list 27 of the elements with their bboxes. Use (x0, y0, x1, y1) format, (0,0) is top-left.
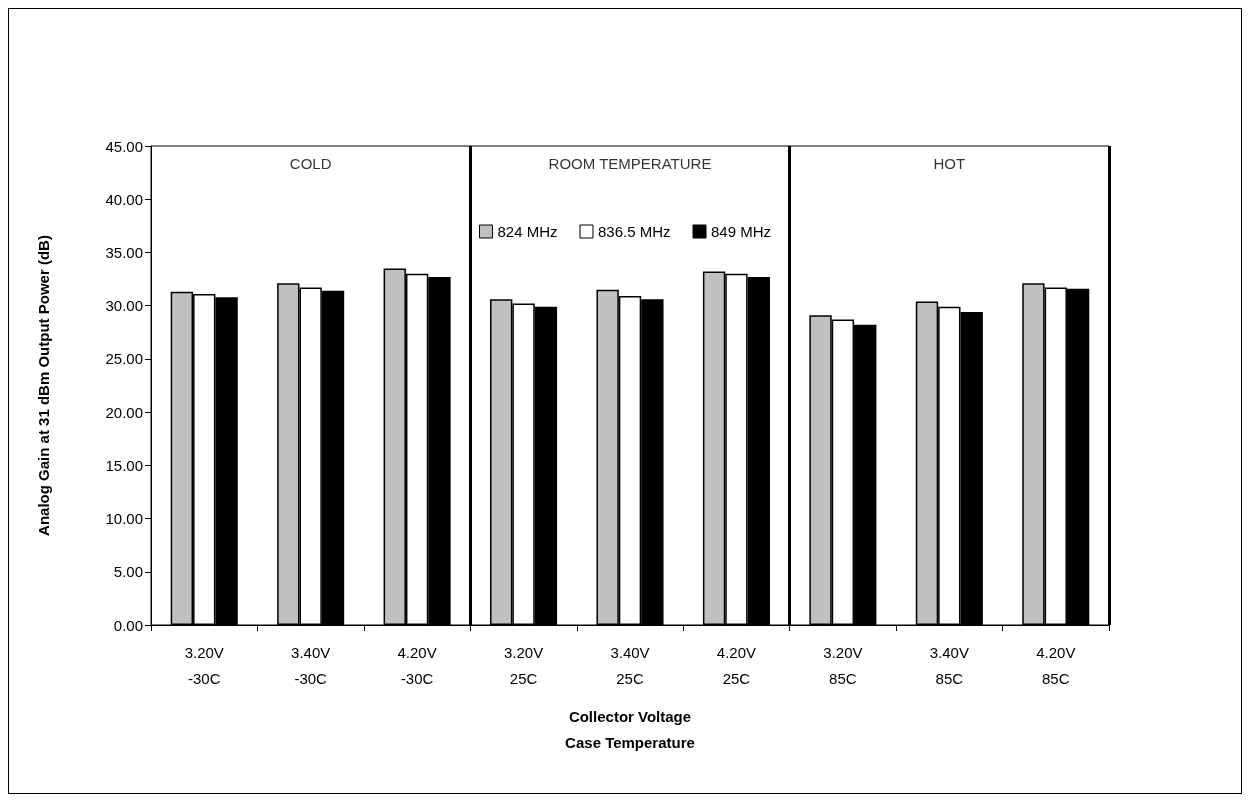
y-tick-label: 30.00 (105, 297, 143, 315)
annotation: ROOM TEMPERATURE (548, 155, 712, 172)
y-tick-label: 10.00 (105, 510, 143, 528)
y-tick-label: 35.00 (105, 243, 143, 261)
legend-label: 849 MHz (711, 223, 772, 240)
annotation: COLD (289, 155, 332, 172)
y-tick-label: 20.00 (105, 403, 143, 421)
legend-label: 824 MHz (497, 223, 558, 240)
y-tick-label: 45.00 (105, 137, 143, 155)
y-tick-label: 0.00 (113, 616, 143, 634)
y-tick-label: 25.00 (105, 350, 143, 368)
x-tick-label: 3.20V 85C (823, 643, 863, 687)
y-tick-label: 40.00 (105, 190, 143, 208)
x-tick-label: 3.20V 25C (503, 643, 544, 687)
x-axis-title: Collector Voltage Case Temperature (565, 707, 695, 751)
x-tick-label: 3.40V 25C (610, 643, 650, 687)
x-tick-label: 4.20V 25C (716, 643, 757, 687)
y-axis-title: Analog Gain at 31 dBm Output Power (dB) (35, 235, 52, 536)
x-tick-label: 4.20V 85C (1036, 643, 1076, 687)
x-tick-label: 3.20V -30C (184, 643, 224, 687)
x-tick-label: 3.40V 85C (929, 643, 969, 687)
x-tick-label: 4.20V -30C (397, 643, 437, 687)
legend-label: 836.5 MHz (597, 223, 671, 240)
y-tick-label: 5.00 (113, 563, 143, 581)
annotation: HOT (933, 155, 966, 172)
y-tick-label: 15.00 (105, 456, 143, 474)
x-tick-label: 3.40V -30C (291, 643, 331, 687)
